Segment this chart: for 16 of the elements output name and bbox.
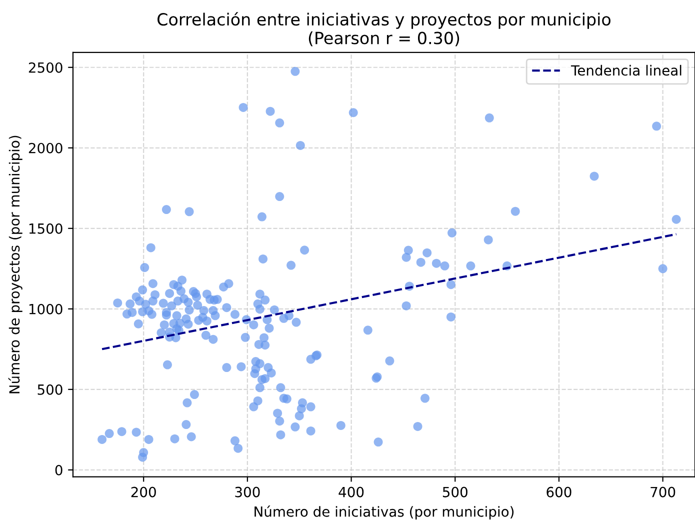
chart-title: Correlación entre iniciativas y proyectos por municipio (Pearson r = 0.30) bbox=[158, 12, 610, 46]
x-axis-title: Número de iniciativas (por municipio) bbox=[254, 506, 514, 520]
y-tick-label: 1500 bbox=[29, 223, 62, 234]
x-tick-label: 600 bbox=[546, 486, 572, 498]
x-tick-label: 700 bbox=[650, 486, 676, 498]
y-axis-title: Número de proyectos (por municipio) bbox=[8, 136, 22, 394]
y-tick-label: 0 bbox=[55, 464, 62, 476]
y-tick-label: 2500 bbox=[28, 62, 62, 73]
legend-label: Tendencia lineal bbox=[570, 64, 682, 76]
y-tick-label: 1000 bbox=[29, 304, 62, 314]
x-tick-label: 200 bbox=[131, 486, 156, 498]
x-tick-label: 300 bbox=[235, 486, 260, 498]
x-tick-label: 400 bbox=[338, 486, 364, 498]
y-tick-label: 2000 bbox=[28, 142, 62, 154]
x-tick-label: 500 bbox=[442, 486, 468, 498]
y-tick-label: 500 bbox=[38, 384, 62, 395]
